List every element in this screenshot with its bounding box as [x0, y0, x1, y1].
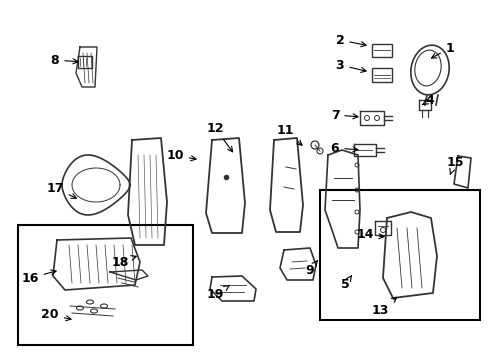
Text: 9: 9: [306, 261, 318, 276]
Text: 20: 20: [41, 309, 71, 321]
Text: 17: 17: [46, 181, 76, 198]
Text: 18: 18: [111, 256, 136, 269]
Bar: [320, 190, 480, 320]
Text: 8: 8: [50, 54, 78, 67]
Text: 19: 19: [206, 285, 229, 302]
Text: 7: 7: [331, 108, 358, 122]
Text: 1: 1: [432, 41, 454, 58]
Bar: [18, 225, 193, 345]
Text: 5: 5: [341, 276, 352, 292]
Text: 10: 10: [166, 149, 196, 162]
Text: 12: 12: [206, 122, 233, 152]
Text: 6: 6: [331, 141, 358, 154]
Text: 3: 3: [336, 59, 366, 72]
Text: 13: 13: [371, 297, 397, 316]
Text: 15: 15: [446, 156, 464, 174]
Text: 14: 14: [356, 229, 384, 242]
Text: 16: 16: [21, 270, 56, 284]
Text: 11: 11: [276, 123, 302, 145]
Bar: [372, 68, 392, 82]
Text: 2: 2: [336, 33, 366, 47]
Bar: [372, 44, 392, 57]
Text: 4: 4: [423, 94, 434, 107]
